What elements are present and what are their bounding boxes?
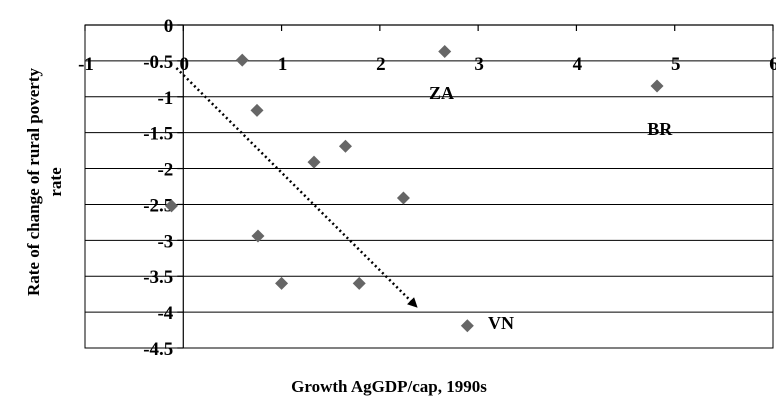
x-tick-label-3: 2	[376, 54, 386, 75]
data-point-4	[275, 276, 289, 290]
data-point-10	[460, 319, 474, 333]
data-points	[164, 45, 664, 333]
y-tick-label-3: -1.5	[143, 124, 173, 145]
y-tick-label-1: -0.5	[143, 52, 173, 73]
data-point-0	[164, 199, 178, 213]
data-point-2	[250, 103, 264, 117]
data-point-6	[338, 139, 352, 153]
x-tick-label-6: 5	[671, 54, 681, 75]
annotation-vn: VN	[488, 313, 514, 333]
x-tick-label-5: 4	[573, 54, 583, 75]
x-tick-label-7: 6	[769, 54, 776, 75]
x-tick-label-2: 1	[278, 54, 288, 75]
y-tick-label-6: -3	[157, 231, 173, 252]
data-point-8	[396, 191, 410, 205]
y-axis-title-line-2: rate	[46, 167, 65, 197]
x-tick-label-4: 3	[474, 54, 484, 75]
y-tick-label-8: -4	[157, 303, 173, 324]
y-axis-title-line-1: Rate of change of rural poverty	[24, 67, 43, 296]
data-point-3	[251, 229, 265, 243]
y-tick-label-2: -1	[157, 88, 173, 109]
x-axis-title: Growth AgGDP/cap, 1990s	[291, 377, 487, 396]
y-tick-label-5: -2.5	[143, 195, 173, 216]
data-point-11	[650, 79, 664, 93]
x-tick-label-0: -1	[78, 54, 94, 75]
x-tick-label-1: 0	[180, 54, 190, 75]
plot-area	[84, 24, 774, 349]
data-point-5	[307, 155, 321, 169]
annotation-br: BR	[647, 119, 673, 139]
y-tick-label-4: -2	[157, 160, 173, 181]
annotations: ZA BR VN	[429, 83, 673, 333]
y-axis-title: Rate of change of rural poverty rate	[24, 67, 65, 296]
data-point-7	[352, 276, 366, 290]
annotation-za: ZA	[429, 83, 454, 103]
trend-arrow	[175, 67, 418, 308]
y-tick-label-7: -3.5	[143, 267, 173, 288]
y-tick-label-9: -4.5	[143, 339, 173, 360]
x-tick-labels: -1 0 1 2 3 4 5 6	[78, 54, 776, 75]
y-tick-labels: 0 -0.5 -1 -1.5 -2 -2.5 -3 -3.5 -4 -4.5	[143, 16, 174, 360]
data-point-9	[438, 45, 452, 59]
gridlines	[85, 60, 773, 313]
axes	[84, 24, 774, 349]
y-tick-label-0: 0	[164, 16, 174, 37]
data-point-1	[235, 53, 249, 67]
